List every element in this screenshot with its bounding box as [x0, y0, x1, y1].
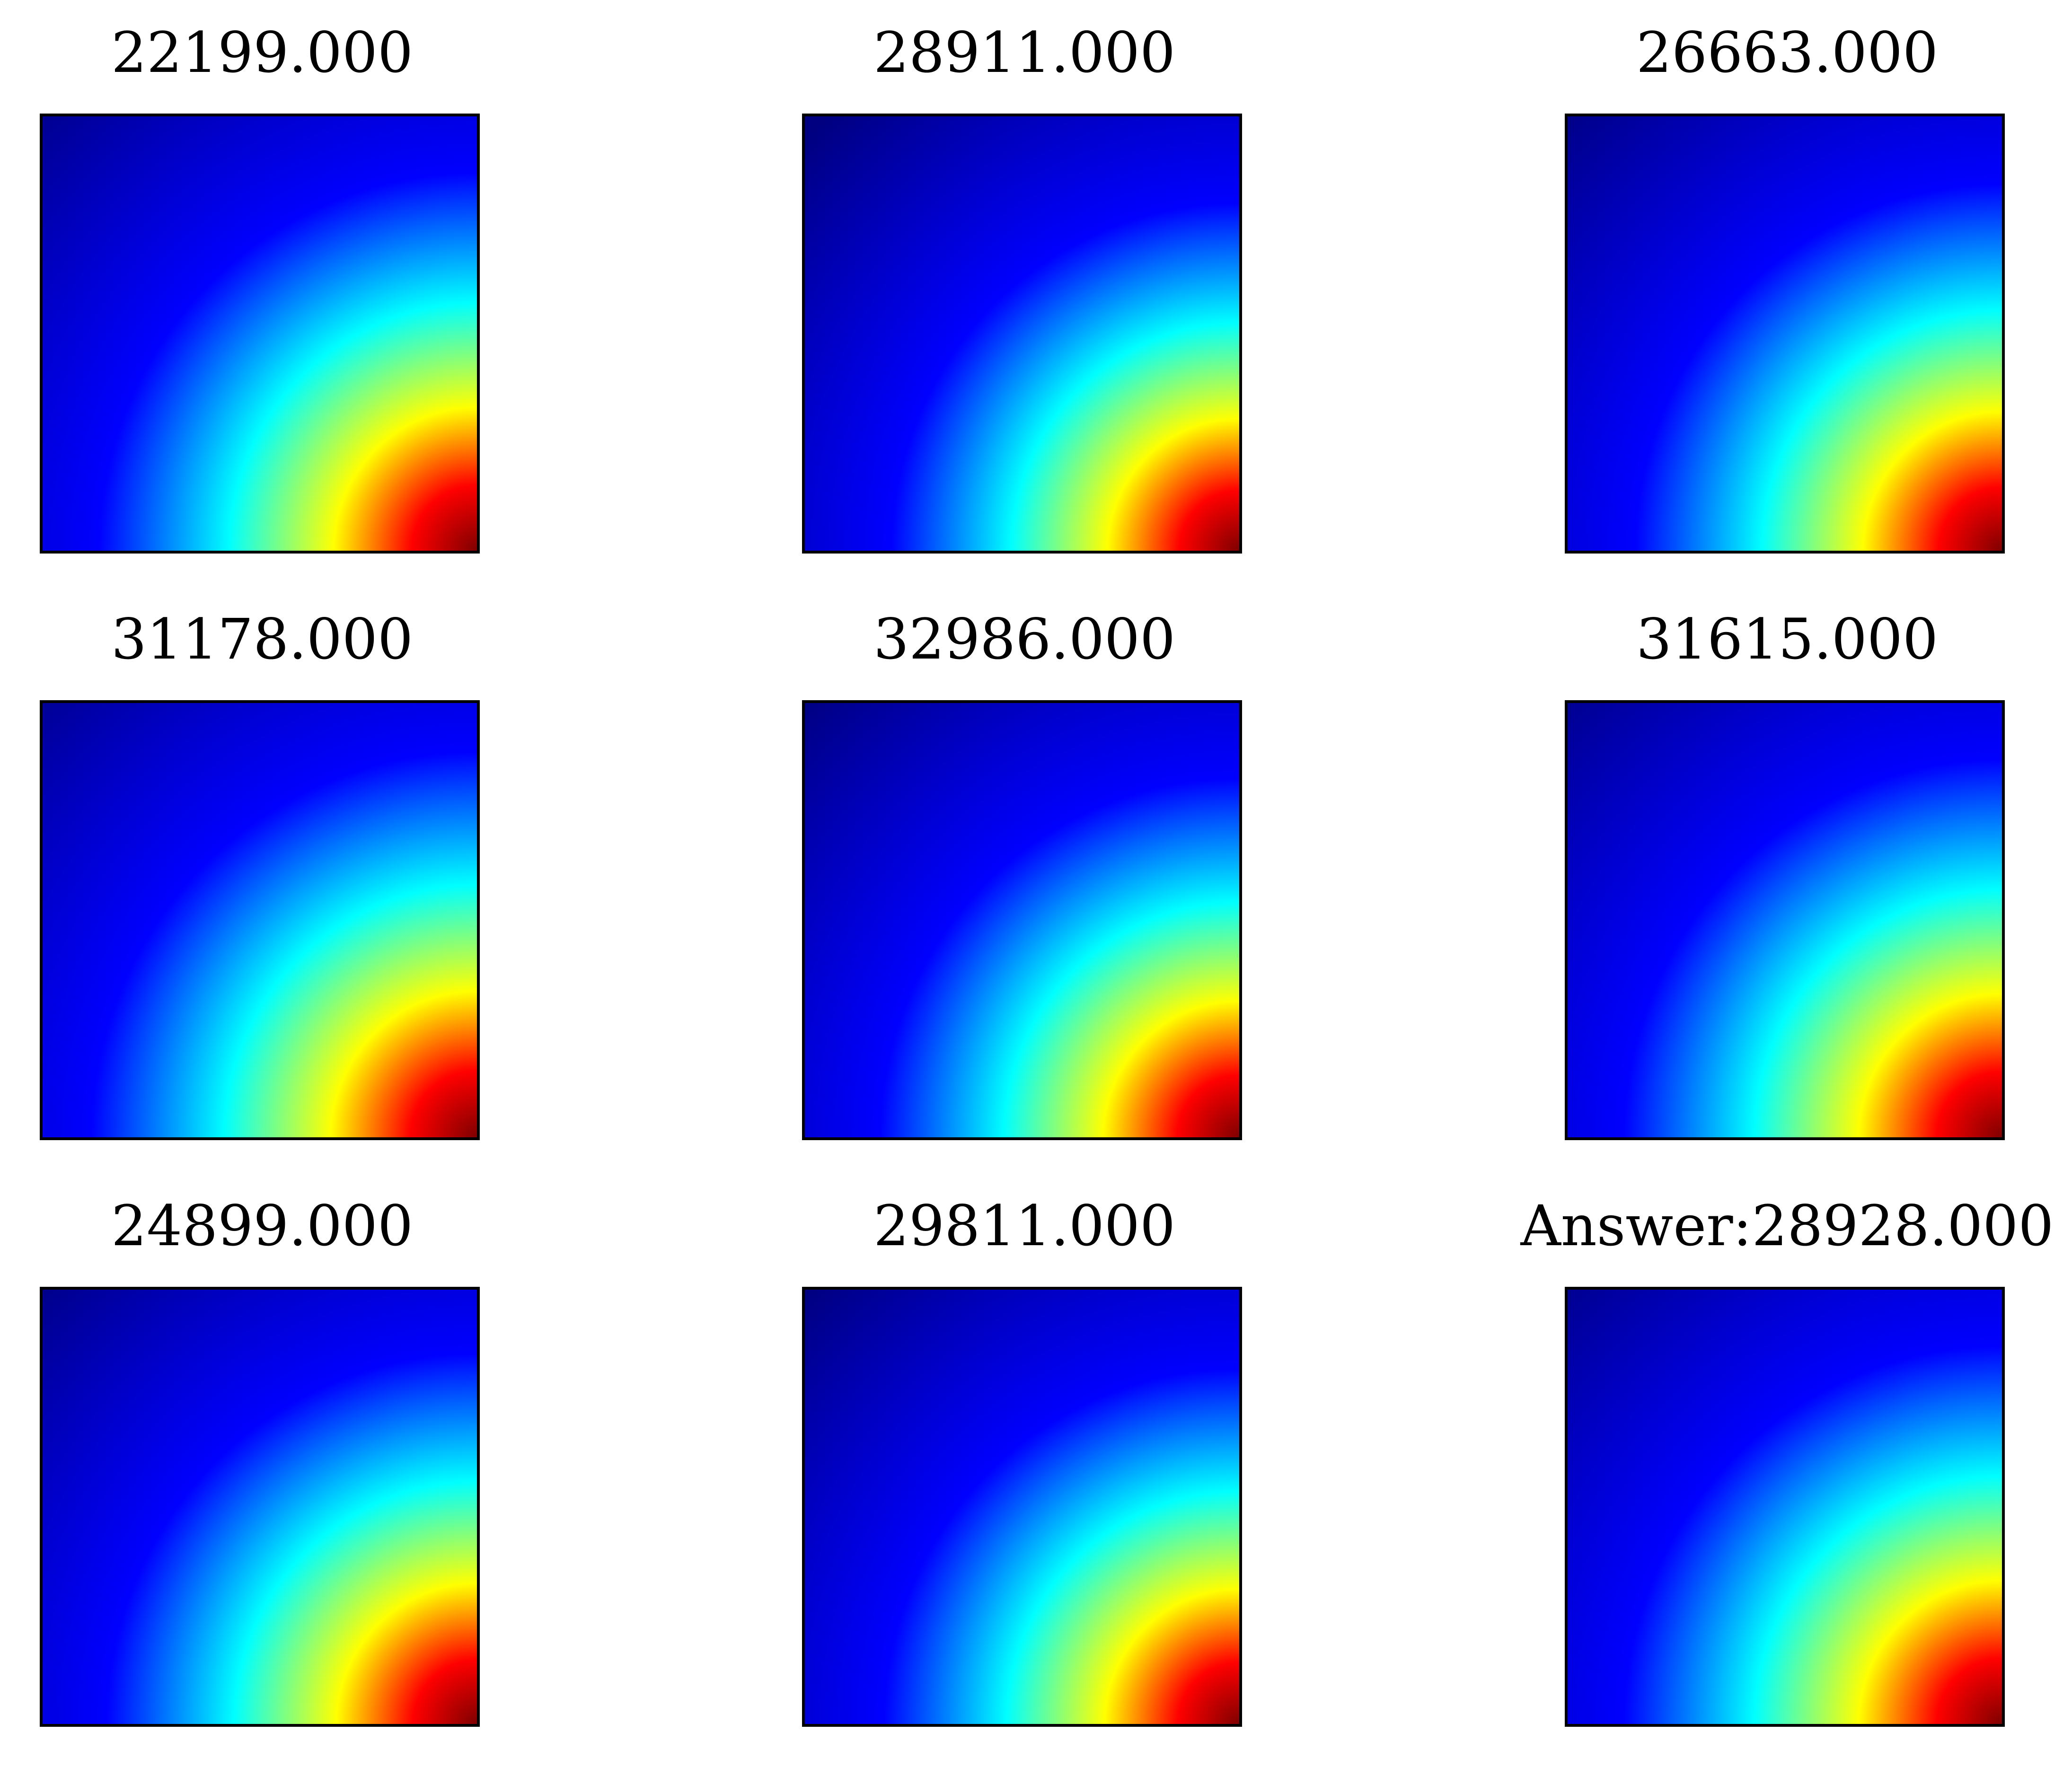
- heatmap-image: [43, 1290, 477, 1724]
- heatmap-plot: [40, 700, 480, 1140]
- heatmap-image: [1568, 703, 2002, 1137]
- heatmap-image: [805, 116, 1239, 551]
- heatmap-panel-1: 22199.000: [40, 0, 485, 554]
- heatmap-field: [1568, 703, 2002, 1137]
- heatmap-image: [1568, 1290, 2002, 1724]
- heatmap-plot: [1565, 114, 2005, 554]
- heatmap-panel-8: 29811.000: [802, 1173, 1247, 1727]
- heatmap-field: [43, 1290, 477, 1724]
- panel-title-answer: Answer:28928.000: [1520, 1193, 2054, 1258]
- heatmap-plot: [40, 1287, 480, 1727]
- heatmap-plot: [802, 114, 1242, 554]
- heatmap-field: [43, 116, 477, 551]
- heatmap-field: [1568, 116, 2002, 551]
- heatmap-plot: [802, 1287, 1242, 1727]
- panel-title: 31178.000: [111, 607, 414, 672]
- heatmap-panel-5: 32986.000: [802, 587, 1247, 1140]
- heatmap-plot: [802, 700, 1242, 1140]
- heatmap-plot: [1565, 1287, 2005, 1727]
- heatmap-field: [43, 703, 477, 1137]
- heatmap-image: [43, 116, 477, 551]
- panel-title: 24899.000: [111, 1193, 414, 1258]
- heatmap-panel-2: 28911.000: [802, 0, 1247, 554]
- heatmap-image: [1568, 116, 2002, 551]
- heatmap-panel-4: 31178.000: [40, 587, 485, 1140]
- heatmap-panel-3: 26663.000: [1565, 0, 2010, 554]
- heatmap-image: [805, 703, 1239, 1137]
- heatmap-field: [805, 116, 1239, 551]
- heatmap-image: [43, 703, 477, 1137]
- panel-title: 31615.000: [1636, 607, 1939, 672]
- panel-title: 28911.000: [873, 20, 1176, 85]
- heatmap-field: [805, 703, 1239, 1137]
- panel-title: 26663.000: [1636, 20, 1939, 85]
- heatmap-plot: [40, 114, 480, 554]
- heatmap-field: [1568, 1290, 2002, 1724]
- panel-title: 32986.000: [873, 607, 1176, 672]
- heatmap-panel-answer: Answer:28928.000: [1521, 1173, 2054, 1727]
- heatmap-image: [805, 1290, 1239, 1724]
- panel-title: 22199.000: [111, 20, 414, 85]
- heatmap-panel-6: 31615.000: [1565, 587, 2010, 1140]
- heatmap-panel-7: 24899.000: [40, 1173, 485, 1727]
- heatmap-field: [805, 1290, 1239, 1724]
- panel-title: 29811.000: [873, 1193, 1176, 1258]
- heatmap-plot: [1565, 700, 2005, 1140]
